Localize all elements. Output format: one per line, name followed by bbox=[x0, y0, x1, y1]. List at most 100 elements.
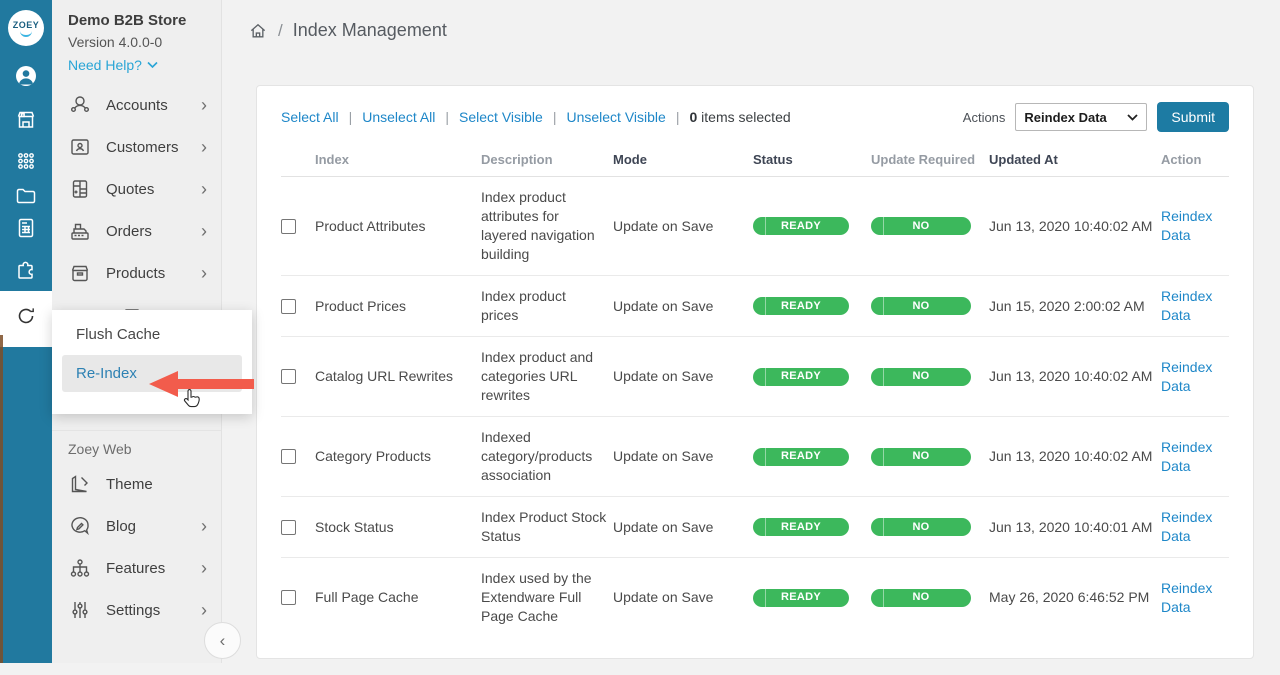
index-description: Index product prices bbox=[481, 288, 566, 323]
customers-icon bbox=[71, 139, 89, 155]
products-icon bbox=[71, 265, 89, 282]
breadcrumb: / Index Management bbox=[248, 20, 447, 41]
index-description: Index product and categories URL rewrite… bbox=[481, 349, 594, 403]
header-updated-at[interactable]: Updated At bbox=[989, 152, 1058, 167]
index-name: Category Products bbox=[315, 448, 431, 464]
flyout-title: Flush Cache bbox=[76, 326, 161, 343]
reindex-data-link[interactable]: Reindex Data bbox=[1161, 288, 1213, 323]
row-checkbox[interactable] bbox=[281, 298, 296, 314]
grid-toolbar: Select All | Unselect All | Select Visible… bbox=[257, 86, 1253, 144]
chevron-right-icon: › bbox=[201, 516, 207, 536]
unselect-all-link[interactable]: Unselect All bbox=[362, 109, 436, 125]
page-title: Index Management bbox=[292, 20, 447, 40]
select-visible-link[interactable]: Select Visible bbox=[459, 109, 543, 125]
storefront-icon[interactable] bbox=[14, 108, 38, 132]
sidebar-item-blog[interactable]: Blog › bbox=[52, 505, 221, 547]
header-index[interactable]: Index bbox=[315, 152, 349, 167]
chevron-right-icon: › bbox=[201, 263, 207, 283]
chevron-right-icon: › bbox=[201, 600, 207, 620]
header-mode[interactable]: Mode bbox=[613, 152, 647, 167]
reindex-data-link[interactable]: Reindex Data bbox=[1161, 509, 1213, 544]
cache-flyout: Flush Cache Re-Index bbox=[52, 310, 252, 414]
actions-dropdown[interactable]: Reindex Data bbox=[1015, 103, 1148, 131]
updated-at: Jun 13, 2020 10:40:01 AM bbox=[989, 518, 1153, 535]
zoey-logo[interactable]: ZOEY bbox=[8, 10, 44, 46]
clipped-menu-item: › bbox=[104, 296, 274, 310]
update-required-badge: NO bbox=[871, 447, 971, 466]
reindex-data-link[interactable]: Reindex Data bbox=[1161, 358, 1213, 394]
updated-at: Jun 13, 2020 10:40:02 AM bbox=[989, 368, 1153, 384]
update-required-badge: NO bbox=[871, 518, 971, 536]
quotes-icon bbox=[72, 180, 88, 198]
home-icon[interactable] bbox=[248, 21, 268, 41]
sidebar-item-customers[interactable]: Customers › bbox=[52, 126, 221, 168]
header-status[interactable]: Status bbox=[753, 152, 793, 167]
index-name: Catalog URL Rewrites bbox=[315, 368, 453, 384]
icon-rail: ZOEY bbox=[0, 0, 52, 663]
header-description[interactable]: Description bbox=[481, 152, 553, 167]
reindex-data-link[interactable]: Reindex Data bbox=[1161, 438, 1213, 474]
index-mode: Update on Save bbox=[613, 368, 714, 384]
index-description: Index Product Stock Status bbox=[481, 509, 607, 544]
row-checkbox[interactable] bbox=[281, 369, 296, 384]
header-action: Action bbox=[1161, 152, 1202, 167]
store-version: Version 4.0.0-0 bbox=[68, 34, 163, 50]
submit-button[interactable]: Submit bbox=[1157, 102, 1229, 132]
header-update-required[interactable]: Update Required bbox=[871, 152, 976, 167]
index-mode: Update on Save bbox=[613, 589, 714, 605]
update-required-badge: NO bbox=[871, 217, 971, 235]
sidebar-collapse-button[interactable]: ‹ bbox=[204, 622, 241, 659]
table-row: Catalog URL Rewrites Index product and c… bbox=[281, 337, 1229, 417]
index-table: Index Description Mode Status Update Req… bbox=[257, 144, 1253, 637]
actions-area: Actions Reindex Data Submit bbox=[963, 102, 1229, 132]
store-name: Demo B2B Store bbox=[68, 12, 187, 29]
row-checkbox[interactable] bbox=[281, 449, 296, 464]
cache-rail-active-row bbox=[0, 291, 52, 347]
row-checkbox[interactable] bbox=[281, 519, 296, 535]
chevron-right-icon: › bbox=[201, 137, 207, 157]
sidebar-item-settings[interactable]: Settings › bbox=[52, 589, 221, 631]
chevron-down-icon bbox=[1127, 113, 1139, 121]
sidebar-item-accounts[interactable]: Accounts › bbox=[52, 84, 221, 126]
sidebar-item-quotes[interactable]: Quotes › bbox=[52, 168, 221, 210]
folder-icon[interactable] bbox=[14, 184, 38, 208]
invoice-icon[interactable] bbox=[14, 216, 38, 240]
update-required-badge: NO bbox=[871, 297, 971, 315]
orders-icon bbox=[71, 223, 89, 240]
status-badge: READY bbox=[753, 367, 849, 386]
chevron-right-icon: › bbox=[201, 558, 207, 578]
index-mode: Update on Save bbox=[613, 297, 714, 314]
index-description: Index used by the Extendware Full Page C… bbox=[481, 570, 592, 624]
table-row: Full Page Cache Index used by the Extend… bbox=[281, 558, 1229, 637]
sidebar-item-products[interactable]: Products › bbox=[52, 252, 221, 294]
need-help-link[interactable]: Need Help? bbox=[68, 57, 207, 73]
sidebar-item-orders[interactable]: Orders › bbox=[52, 210, 221, 252]
select-all-link[interactable]: Select All bbox=[281, 109, 339, 125]
table-row: Product Prices Index product prices Upda… bbox=[281, 276, 1229, 337]
cache-refresh-icon[interactable] bbox=[14, 304, 38, 328]
reindex-data-link[interactable]: Reindex Data bbox=[1161, 208, 1213, 243]
updated-at: Jun 13, 2020 10:40:02 AM bbox=[989, 448, 1153, 464]
row-checkbox[interactable] bbox=[281, 590, 296, 605]
index-mode: Update on Save bbox=[613, 448, 714, 464]
account-icon[interactable] bbox=[14, 64, 38, 88]
reindex-menu-item[interactable]: Re-Index bbox=[62, 355, 242, 392]
row-checkbox[interactable] bbox=[281, 218, 296, 234]
reindex-data-link[interactable]: Reindex Data bbox=[1161, 579, 1213, 615]
updated-at: May 26, 2020 6:46:52 PM bbox=[989, 589, 1150, 605]
sidebar-item-features[interactable]: Features › bbox=[52, 547, 221, 589]
apps-grid-icon[interactable] bbox=[14, 149, 38, 173]
sidebar-item-theme[interactable]: Theme bbox=[52, 463, 221, 505]
table-header-row: Index Description Mode Status Update Req… bbox=[281, 144, 1229, 177]
selection-links: Select All | Unselect All | Select Visible… bbox=[281, 109, 791, 125]
chevron-down-icon bbox=[147, 61, 158, 69]
unselect-visible-link[interactable]: Unselect Visible bbox=[566, 109, 666, 125]
chevron-right-icon: › bbox=[201, 221, 207, 241]
status-badge: READY bbox=[753, 518, 849, 536]
index-name: Full Page Cache bbox=[315, 589, 419, 605]
sidebar-header: Demo B2B Store Version 4.0.0-0 Need Help… bbox=[52, 0, 221, 73]
update-required-badge: NO bbox=[871, 367, 971, 386]
table-row: Product Attributes Index product attribu… bbox=[281, 177, 1229, 276]
puzzle-icon[interactable] bbox=[14, 257, 38, 281]
blog-icon bbox=[71, 517, 89, 536]
